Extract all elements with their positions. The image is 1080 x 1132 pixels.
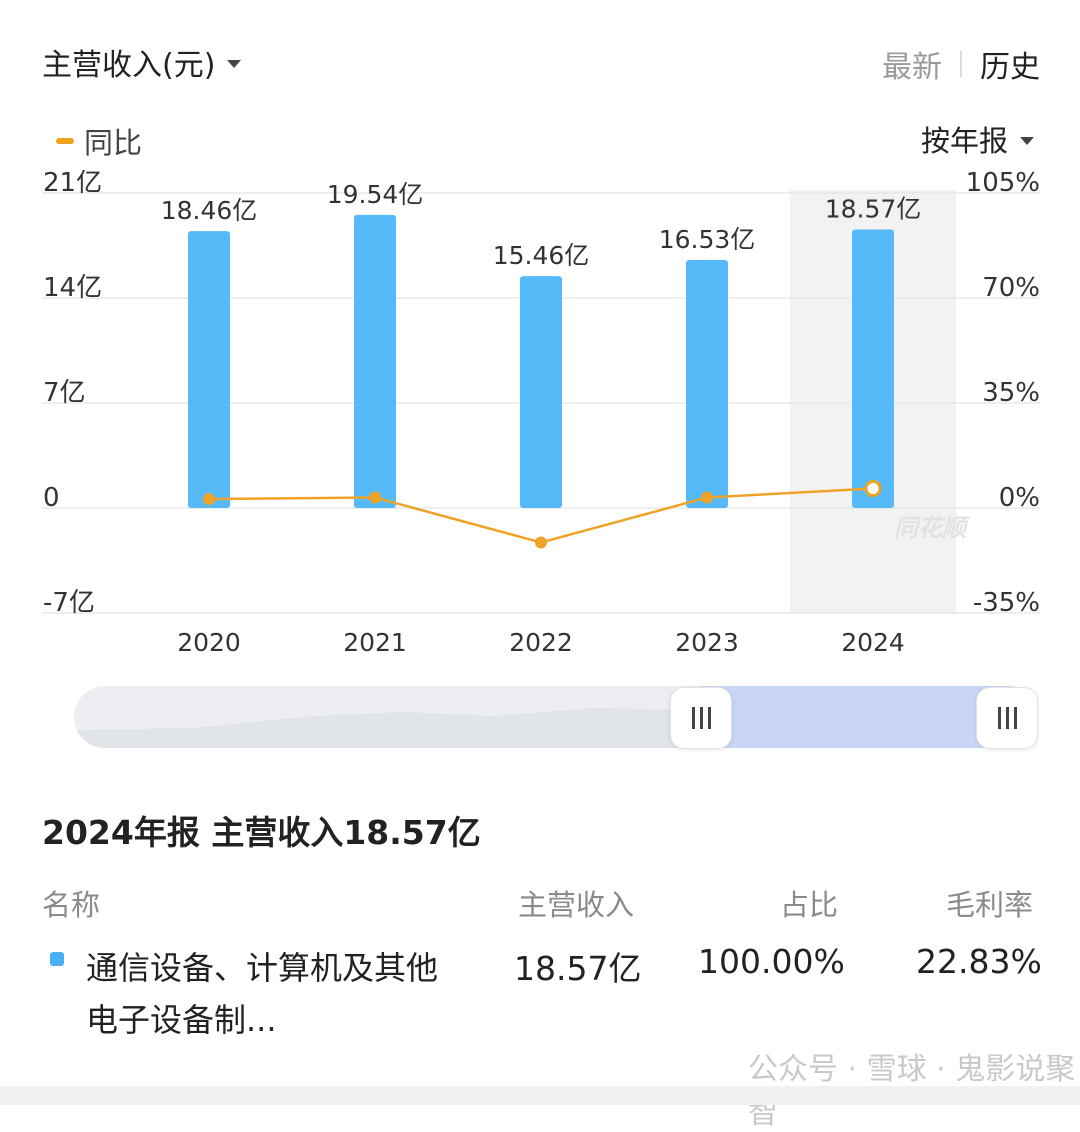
revenue-bar bbox=[188, 231, 230, 508]
bar-data-label: 19.54亿 bbox=[327, 180, 424, 209]
yoy-point-selected bbox=[864, 480, 882, 497]
x-tick-label: 2024 bbox=[841, 628, 905, 657]
y-left-tick-label: 0 bbox=[43, 483, 60, 513]
x-tick-label: 2021 bbox=[343, 628, 407, 657]
grip-line bbox=[691, 707, 695, 729]
y-left-tick-label: -7亿 bbox=[43, 588, 95, 618]
col-header-name: 名称 bbox=[42, 888, 101, 922]
view-toggle: 最新 历史 bbox=[882, 42, 1040, 86]
chart-title-dropdown[interactable]: 主营收入(元) bbox=[42, 40, 242, 84]
summary-title: 2024年报 主营收入18.57亿 bbox=[42, 813, 481, 852]
col-header-share: 占比 bbox=[780, 888, 839, 922]
caret-down-icon bbox=[1020, 137, 1034, 145]
bar-data-label: 15.46亿 bbox=[493, 241, 590, 270]
toggle-divider bbox=[960, 51, 962, 77]
row-share: 100.00% bbox=[698, 942, 845, 981]
yoy-point bbox=[701, 491, 713, 504]
y-left-tick-label: 7亿 bbox=[43, 378, 86, 408]
x-tick-label: 2023 bbox=[675, 628, 739, 657]
col-header-revenue: 主营收入 bbox=[518, 888, 635, 922]
legend-line-swatch bbox=[56, 138, 74, 144]
caret-down-icon bbox=[227, 60, 242, 68]
chart-watermark: 同花顺 bbox=[894, 514, 971, 542]
row-revenue: 18.57亿 bbox=[514, 949, 642, 988]
slider-track bbox=[74, 686, 1038, 748]
grip-line bbox=[997, 707, 1001, 729]
grip-line bbox=[1005, 707, 1009, 729]
grip-line bbox=[707, 707, 711, 729]
y-left-tick-label: 21亿 bbox=[43, 170, 102, 198]
grip-line bbox=[1013, 707, 1017, 729]
grip-line bbox=[699, 707, 703, 729]
bar-data-label: 16.53亿 bbox=[659, 225, 756, 254]
chart-title: 主营收入(元) bbox=[42, 48, 216, 83]
revenue-bar bbox=[852, 229, 894, 508]
slider-start-handle[interactable] bbox=[670, 687, 732, 749]
legend: 同比 bbox=[56, 120, 142, 162]
y-right-tick-label: 105% bbox=[966, 170, 1040, 198]
bar-data-label: 18.57亿 bbox=[825, 194, 922, 223]
y-right-tick-label: 0% bbox=[999, 483, 1040, 513]
revenue-chart[interactable]: 18.46亿 19.54亿 15.46亿 16.53亿 18.57亿 21亿 14亿 7亿 0… bbox=[0, 170, 1080, 670]
y-right-tick-label: -35% bbox=[973, 588, 1040, 618]
period-label: 按年报 bbox=[920, 124, 1008, 158]
col-header-margin: 毛利率 bbox=[946, 888, 1034, 922]
row-name: 通信设备、计算机及其他电子设备制... bbox=[86, 949, 439, 1039]
history-button[interactable]: 历史 bbox=[980, 50, 1040, 85]
revenue-bar bbox=[686, 260, 728, 508]
row-color-dot bbox=[50, 952, 64, 966]
y-right-tick-label: 35% bbox=[982, 378, 1040, 408]
yoy-point bbox=[369, 491, 381, 504]
revenue-bar bbox=[520, 276, 562, 508]
x-tick-label: 2020 bbox=[177, 628, 241, 657]
legend-label: 同比 bbox=[84, 126, 143, 160]
revenue-bar bbox=[354, 214, 396, 508]
row-margin: 22.83% bbox=[916, 942, 1042, 981]
bottom-bar bbox=[0, 1086, 1080, 1105]
y-left-tick-label: 14亿 bbox=[43, 273, 102, 303]
latest-button[interactable]: 最新 bbox=[882, 50, 942, 85]
period-dropdown[interactable]: 按年报 bbox=[921, 118, 1034, 160]
yoy-point bbox=[203, 493, 215, 505]
y-right-tick-label: 70% bbox=[982, 273, 1040, 303]
slider-end-handle[interactable] bbox=[976, 687, 1038, 749]
range-slider[interactable] bbox=[74, 686, 1038, 749]
bar-data-label: 18.46亿 bbox=[161, 196, 258, 225]
x-tick-label: 2022 bbox=[509, 628, 573, 657]
yoy-point bbox=[535, 536, 547, 549]
